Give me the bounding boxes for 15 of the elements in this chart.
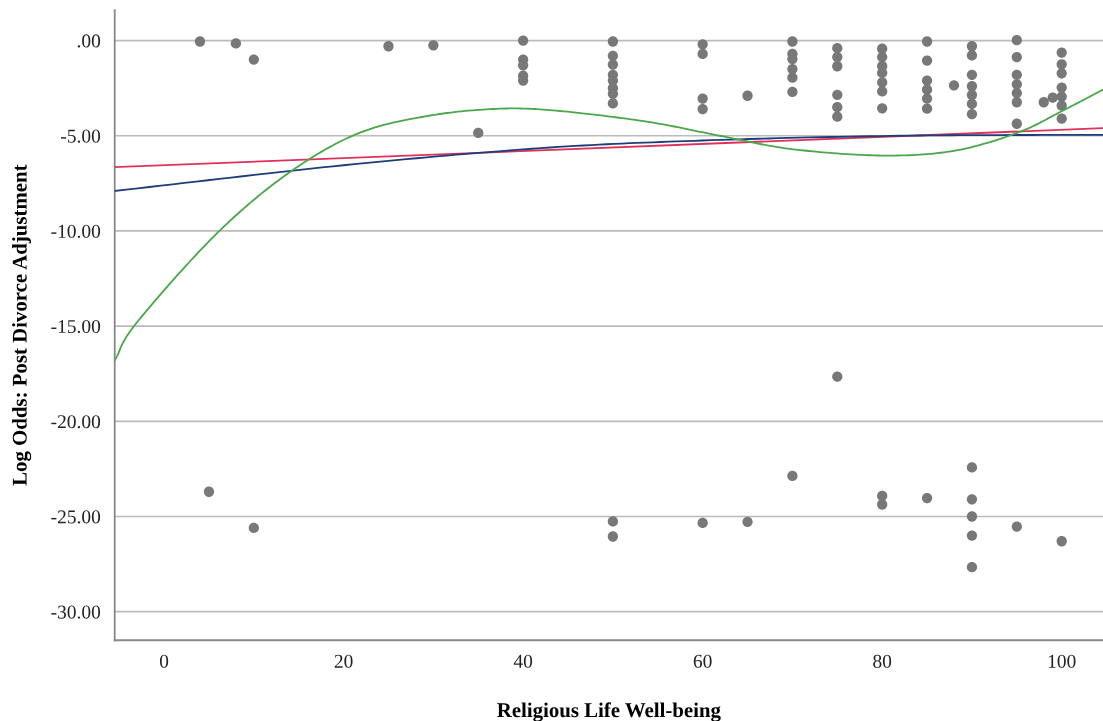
y-axis-title: Log Odds: Post Divorce Adjustment — [12, 164, 32, 486]
x-axis-title: Religious Life Well-being — [497, 702, 721, 721]
y-tick-label: -10.00 — [51, 224, 101, 238]
x-tick-label: 0 — [159, 654, 169, 668]
y-tick-label: -30.00 — [51, 605, 101, 619]
y-tick-label: -20.00 — [51, 415, 101, 429]
y-tick-label: -15.00 — [51, 319, 101, 334]
y-tick-label: .00 — [77, 34, 101, 48]
x-tick-label: 100 — [1048, 654, 1076, 668]
y-tick-label: -5.00 — [61, 129, 101, 143]
x-tick-label: 80 — [873, 654, 892, 668]
x-tick-label: 60 — [693, 654, 712, 668]
y-tick-label: -25.00 — [51, 510, 101, 524]
x-tick-label: 20 — [334, 654, 353, 668]
x-tick-label: 40 — [513, 654, 533, 668]
